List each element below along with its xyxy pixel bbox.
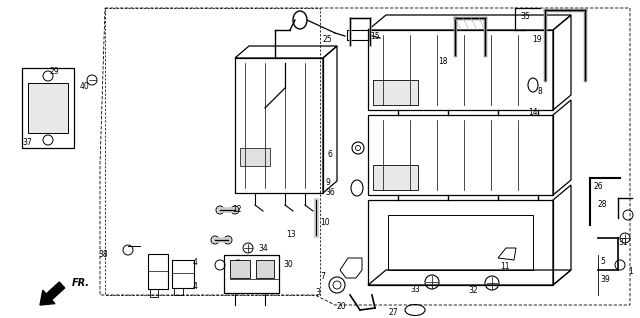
Text: 30: 30 xyxy=(283,260,292,269)
Text: 34: 34 xyxy=(258,244,268,253)
Text: 40: 40 xyxy=(80,82,90,91)
Text: 7: 7 xyxy=(320,272,325,281)
Text: FR.: FR. xyxy=(72,278,90,288)
Bar xyxy=(28,83,68,133)
Text: 6: 6 xyxy=(327,150,332,159)
Bar xyxy=(373,165,418,190)
Text: 4: 4 xyxy=(193,258,198,267)
Bar xyxy=(172,260,194,288)
Text: 20: 20 xyxy=(337,302,346,311)
Text: 37: 37 xyxy=(22,138,32,147)
Text: 4: 4 xyxy=(193,282,198,291)
Bar xyxy=(347,30,369,40)
Text: 1: 1 xyxy=(628,267,633,276)
Bar xyxy=(224,255,279,293)
Text: 3: 3 xyxy=(315,288,320,297)
Bar xyxy=(388,215,533,270)
Bar xyxy=(368,200,553,285)
Bar xyxy=(368,30,553,110)
Bar xyxy=(148,254,168,289)
FancyArrow shape xyxy=(40,282,65,305)
Text: 35: 35 xyxy=(520,12,530,21)
Text: 14: 14 xyxy=(528,108,538,117)
Bar xyxy=(240,148,270,166)
Bar xyxy=(368,115,553,195)
Text: 11: 11 xyxy=(500,262,509,271)
Text: 8: 8 xyxy=(538,87,543,96)
Text: 38: 38 xyxy=(99,250,108,259)
Bar xyxy=(150,289,158,297)
Text: 31: 31 xyxy=(618,238,628,247)
Bar xyxy=(373,80,418,105)
Text: 19: 19 xyxy=(532,35,542,44)
Bar xyxy=(174,288,183,295)
Text: 13: 13 xyxy=(286,230,296,239)
Text: 28: 28 xyxy=(598,200,607,209)
Text: 18: 18 xyxy=(438,57,448,66)
Text: 12: 12 xyxy=(232,205,241,214)
Text: 25: 25 xyxy=(323,35,332,44)
Text: 36: 36 xyxy=(325,188,335,197)
Bar xyxy=(256,260,274,278)
Text: 33: 33 xyxy=(410,285,420,294)
Bar xyxy=(235,58,323,193)
Bar xyxy=(230,260,250,278)
Text: 5: 5 xyxy=(600,257,605,266)
Text: 27: 27 xyxy=(388,308,398,317)
Text: 32: 32 xyxy=(468,286,478,295)
Text: 26: 26 xyxy=(593,182,603,191)
Text: 29: 29 xyxy=(49,67,59,76)
Text: 9: 9 xyxy=(325,178,330,187)
Bar xyxy=(22,68,74,148)
Text: 15: 15 xyxy=(370,32,380,41)
Text: 10: 10 xyxy=(321,218,330,227)
Text: 39: 39 xyxy=(600,275,610,284)
